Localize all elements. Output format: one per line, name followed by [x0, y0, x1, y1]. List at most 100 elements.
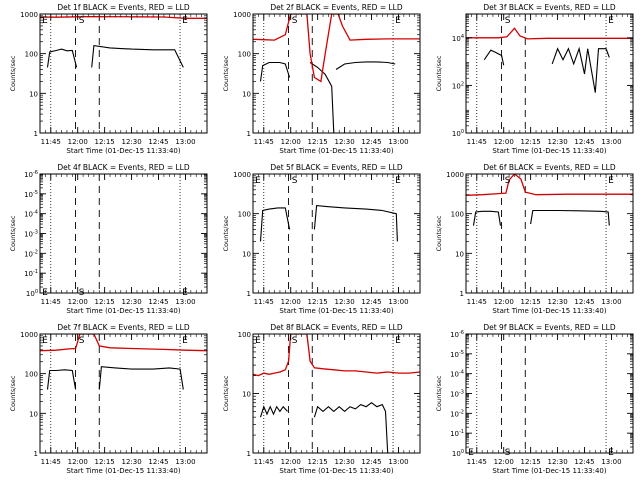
events-series-line	[98, 366, 184, 390]
y-tick-label: 100	[26, 289, 38, 298]
segment-marker-label: E	[395, 336, 401, 346]
x-tick-label: 11:45	[41, 458, 61, 466]
x-tick-label: 12:45	[574, 138, 594, 146]
series-group	[253, 334, 420, 453]
events-series-line	[530, 209, 610, 226]
y-tick-label: 10-6	[450, 330, 464, 339]
segment-marker-label: E	[395, 16, 401, 26]
segment-marker-label: E	[182, 16, 188, 26]
plot-title: Det 1f BLACK = Events, RED = LLD	[57, 3, 190, 12]
x-tick-label: 11:45	[467, 458, 487, 466]
detector-plot-2: Det 2f BLACK = Events, RED = LLD S E 1 10 100…	[222, 3, 421, 155]
x-tick-label: 12:45	[148, 138, 168, 146]
events-series-line	[472, 210, 502, 226]
series-group	[466, 27, 633, 93]
y-tick-label: 100	[452, 449, 464, 458]
segment-marker-label: S	[292, 336, 298, 346]
y-tick-label: 1	[460, 290, 464, 298]
events-series-line	[551, 46, 610, 93]
x-tick-label: 12:30	[121, 298, 141, 306]
events-series-line	[335, 61, 396, 70]
segment-marker-label: E	[182, 336, 188, 346]
x-axis-label: Start Time (01-Dec-15 11:33:40)	[279, 467, 393, 475]
x-tick-label: 13:00	[601, 138, 621, 146]
y-axis-label: Counts/sec	[435, 215, 443, 251]
x-tick-label: 12:45	[361, 138, 381, 146]
x-tick-label: 13:00	[601, 458, 621, 466]
y-tick-label: 100	[451, 211, 464, 219]
lld-series-line	[40, 334, 207, 352]
y-tick-label: 100	[452, 129, 464, 138]
x-tick-label: 12:30	[334, 138, 354, 146]
x-tick-label: 11:45	[254, 458, 274, 466]
x-tick-label: 12:00	[68, 138, 88, 146]
plot-title: Det 6f BLACK = Events, RED = LLD	[483, 163, 616, 172]
x-tick-label: 12:30	[121, 138, 141, 146]
y-tick-label: 10-4	[450, 370, 464, 379]
y-tick-label: 10-2	[24, 249, 38, 258]
x-tick-label: 12:00	[281, 138, 301, 146]
segment-marker-label: E	[42, 16, 48, 26]
x-tick-label: 12:15	[521, 298, 541, 306]
detector-plot-1: Det 1f BLACK = Events, RED = LLD E S E 1 10 10…	[9, 3, 208, 155]
x-tick-label: 12:15	[308, 138, 328, 146]
segment-marker-label: E	[608, 16, 614, 26]
x-tick-label: 11:45	[467, 138, 487, 146]
x-tick-label: 11:45	[467, 298, 487, 306]
x-tick-label: 12:45	[574, 298, 594, 306]
x-tick-label: 12:00	[494, 298, 514, 306]
x-tick-label: 11:45	[254, 138, 274, 146]
x-tick-label: 12:15	[95, 298, 115, 306]
x-tick-label: 12:00	[68, 458, 88, 466]
y-axis-label: Counts/sec	[9, 215, 17, 251]
x-axis-label: Start Time (01-Dec-15 11:33:40)	[66, 307, 180, 315]
series-group	[253, 14, 420, 133]
segment-marker-label: S	[79, 16, 85, 26]
segment-marker-label: S	[79, 336, 85, 346]
segment-marker-label: E	[608, 176, 614, 186]
plot-frame	[465, 333, 634, 454]
series-group	[259, 205, 398, 242]
y-tick-label: 100	[25, 371, 38, 379]
segment-marker-label: S	[505, 16, 511, 26]
plot-frame	[252, 173, 421, 294]
x-tick-label: 12:00	[281, 298, 301, 306]
segment-marker-label: E	[255, 336, 261, 346]
x-axis-label: Start Time (01-Dec-15 11:33:40)	[492, 147, 606, 155]
y-tick-label: 1	[34, 130, 38, 138]
x-axis-label: Start Time (01-Dec-15 11:33:40)	[492, 307, 606, 315]
x-tick-label: 11:45	[41, 138, 61, 146]
events-series-line	[259, 405, 288, 418]
events-series-line	[313, 402, 389, 453]
x-tick-label: 12:00	[494, 138, 514, 146]
detector-plot-7: Det 7f BLACK = Events, RED = LLD E S E 1 10 10…	[9, 323, 208, 475]
x-tick-label: 12:30	[547, 458, 567, 466]
y-tick-label: 10-1	[450, 429, 464, 438]
x-tick-label: 12:45	[361, 458, 381, 466]
segment-marker-label: S	[505, 176, 511, 186]
x-tick-label: 12:15	[521, 138, 541, 146]
x-tick-label: 12:30	[547, 138, 567, 146]
y-tick-label: 102	[452, 81, 464, 90]
y-axis-label: Counts/sec	[222, 55, 230, 91]
events-series-line	[309, 62, 335, 133]
x-tick-label: 13:00	[388, 298, 408, 306]
y-tick-label: 104	[452, 34, 464, 43]
y-tick-label: 1	[247, 130, 251, 138]
plot-frame	[39, 333, 208, 454]
plot-frame	[39, 173, 208, 294]
segment-marker-label: E	[255, 176, 261, 186]
events-series-line	[91, 44, 184, 68]
events-series-line	[259, 61, 291, 82]
y-tick-label: 10-5	[24, 190, 38, 199]
plot-frame	[252, 333, 421, 454]
x-tick-label: 12:00	[68, 298, 88, 306]
segment-marker-label: E	[395, 176, 401, 186]
y-tick-label: 100	[25, 51, 38, 59]
plot-title: Det 3f BLACK = Events, RED = LLD	[483, 3, 616, 12]
x-tick-label: 12:30	[334, 298, 354, 306]
y-tick-label: 100	[238, 331, 251, 339]
x-tick-label: 11:45	[254, 298, 274, 306]
y-axis-label: Counts/sec	[222, 215, 230, 251]
